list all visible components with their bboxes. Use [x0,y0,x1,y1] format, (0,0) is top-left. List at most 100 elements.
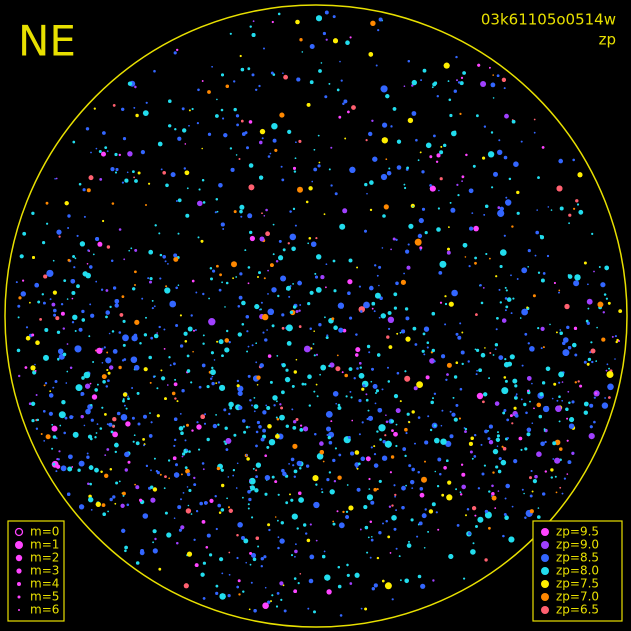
star [487,437,491,440]
star [52,259,55,262]
star [417,233,423,239]
star [400,279,406,285]
star [124,549,127,553]
star [53,313,56,317]
star [257,545,260,548]
star [345,510,349,513]
star [245,454,248,456]
star [488,440,494,445]
star [384,434,387,437]
star [497,209,505,217]
star [305,200,309,204]
star [217,503,221,508]
star [121,528,126,533]
star [462,243,468,248]
star [159,253,163,257]
star [413,386,418,391]
star [429,185,436,192]
star [130,247,133,250]
star [245,561,247,564]
star [200,572,205,577]
star [615,340,618,344]
star [504,113,509,119]
star [295,358,298,361]
star [457,194,460,197]
star [497,469,502,474]
star [106,423,109,426]
star [338,453,342,457]
star [604,397,606,399]
star [325,263,328,266]
star [86,455,90,459]
star [290,498,294,502]
star [271,324,275,328]
star [145,204,147,206]
star [334,192,338,196]
star [177,136,182,141]
star [212,269,216,273]
star [196,510,199,513]
star [361,387,365,391]
star [56,464,61,469]
star [78,460,85,467]
star [220,468,224,472]
star [262,331,265,334]
star [148,355,152,360]
star [332,520,335,523]
star [559,329,562,331]
star [477,516,484,523]
star [42,241,46,245]
star [256,420,260,425]
star [462,71,466,75]
star [277,536,280,539]
star [181,389,185,393]
magnitude-symbol [18,609,20,611]
star [408,421,411,424]
star [100,470,103,473]
star [72,255,75,258]
star [228,508,233,513]
star [429,184,432,187]
star [404,578,410,584]
star [206,385,210,389]
star [367,536,370,539]
star [396,371,400,375]
star [408,541,410,543]
star [184,340,188,343]
star [501,77,506,82]
star [83,215,86,218]
star [537,515,541,519]
star [519,317,522,319]
star [230,167,235,172]
star [272,138,277,143]
star [31,419,35,423]
star [222,117,225,120]
star [489,257,491,260]
star [95,237,100,241]
star [236,379,240,383]
star [214,211,217,214]
star [43,410,46,413]
star [387,316,395,323]
star [205,546,209,549]
star [289,310,293,314]
star [298,497,304,503]
star [480,81,487,87]
star [198,188,201,191]
star [327,435,331,440]
star [96,347,103,354]
star [447,480,452,485]
star [371,119,374,123]
star [406,166,409,170]
star [529,347,535,352]
star [424,440,429,445]
star [211,375,214,378]
star [320,488,323,490]
star [196,424,202,430]
star [255,536,259,540]
star [315,237,318,240]
star [441,409,444,412]
star [201,462,205,465]
star [268,439,276,446]
star [502,411,506,415]
